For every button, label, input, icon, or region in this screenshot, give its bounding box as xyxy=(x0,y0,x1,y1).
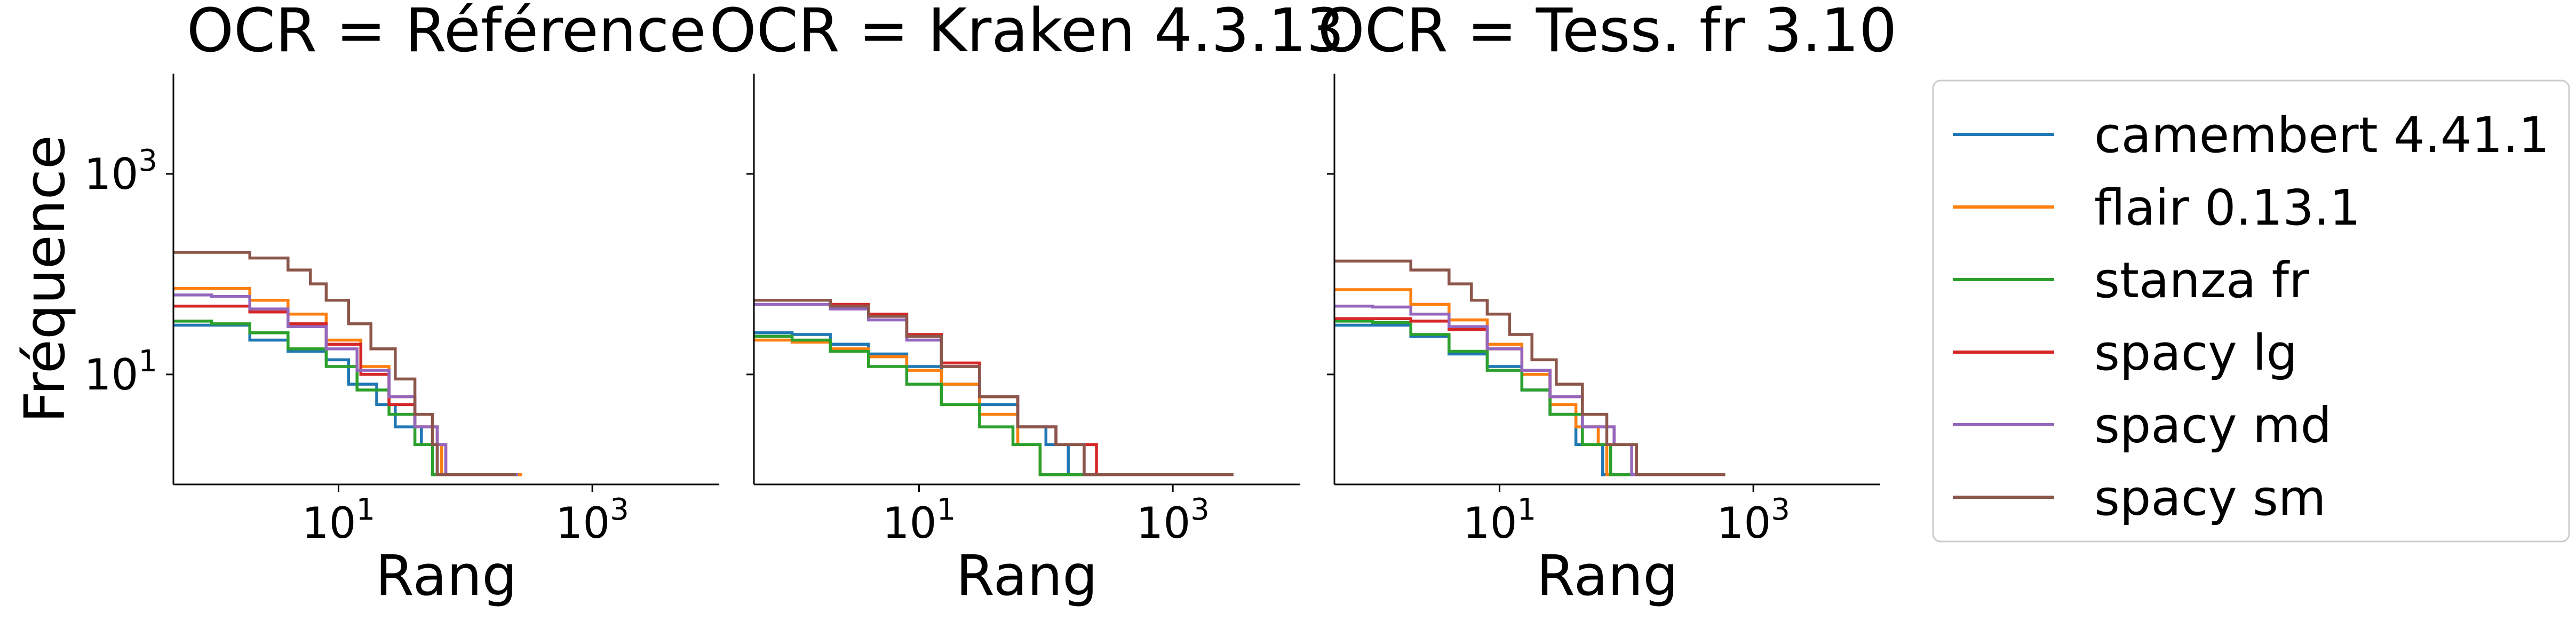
x-tick-base: 10 xyxy=(882,498,937,548)
legend-label: camembert 4.41.1 xyxy=(2094,107,2550,164)
legend-entry: flair 0.13.1 xyxy=(1953,179,2361,236)
series-line-stanza-fr xyxy=(173,320,516,476)
x-axis-label: Rang xyxy=(376,543,518,608)
x-tick-base: 10 xyxy=(555,498,610,548)
x-tick-exponent: 1 xyxy=(1517,492,1537,527)
legend-frame xyxy=(1932,79,2570,543)
x-tick-label: 101 xyxy=(882,492,956,548)
x-tick-base: 10 xyxy=(1463,498,1517,548)
legend-label: flair 0.13.1 xyxy=(2094,179,2361,236)
x-tick-label: 101 xyxy=(302,492,375,548)
panel-3-title: OCR = Tess. fr 3.10 xyxy=(1318,0,1897,66)
legend-label: stanza fr xyxy=(2094,252,2309,309)
y-tick-exponent: 3 xyxy=(138,144,157,178)
legend-entry: spacy md xyxy=(1953,397,2332,454)
x-tick-exponent: 1 xyxy=(356,492,376,527)
panel-2-title: OCR = Kraken 4.3.13 xyxy=(710,0,1345,66)
legend-entry: spacy lg xyxy=(1953,324,2297,381)
y-axis-label: Fréquence xyxy=(12,135,77,423)
legend: camembert 4.41.1 flair 0.13.1 stanza fr spa… xyxy=(1932,79,2570,543)
panel-2-series xyxy=(754,298,1234,476)
panel-3-series xyxy=(1334,259,1726,476)
legend-label: spacy lg xyxy=(2094,324,2297,381)
x-tick-label: 103 xyxy=(555,492,629,548)
legend-entry: spacy sm xyxy=(1953,469,2326,527)
x-axis-label: Rang xyxy=(956,543,1098,608)
x-tick-label: 101 xyxy=(1463,492,1536,548)
series-line-spacy-sm xyxy=(754,298,1234,476)
x-tick-base: 10 xyxy=(302,498,356,548)
legend-entry: stanza fr xyxy=(1953,252,2309,309)
panel-1-title: OCR = Référence xyxy=(187,0,706,66)
x-axis-label: Rang xyxy=(1537,543,1679,608)
x-tick-label: 103 xyxy=(1136,492,1209,548)
y-tick-label: 103 xyxy=(84,144,157,199)
series-line-spacy-md xyxy=(173,293,518,476)
x-tick-exponent: 1 xyxy=(937,492,956,527)
y-tick-base: 10 xyxy=(84,149,139,199)
x-tick-exponent: 3 xyxy=(610,492,629,527)
x-tick-base: 10 xyxy=(1136,498,1190,548)
x-tick-exponent: 3 xyxy=(1190,492,1210,527)
x-tick-exponent: 3 xyxy=(1771,492,1790,527)
legend-label: spacy md xyxy=(2094,397,2332,454)
legend-entry: camembert 4.41.1 xyxy=(1953,107,2550,164)
legend-label: spacy sm xyxy=(2094,469,2326,527)
series-line-stanza-fr xyxy=(1334,320,1726,476)
x-tick-base: 10 xyxy=(1716,498,1771,548)
y-tick-exponent: 1 xyxy=(138,344,157,379)
y-tick-base: 10 xyxy=(84,350,139,400)
series-line-stanza-fr xyxy=(754,335,1234,476)
y-tick-label: 101 xyxy=(84,344,157,400)
series-line-spacy-md xyxy=(1334,305,1726,476)
series-line-spacy-sm xyxy=(173,251,516,476)
series-line-spacy-sm xyxy=(1334,259,1726,476)
panel-1-series xyxy=(173,251,522,476)
x-tick-label: 103 xyxy=(1716,492,1790,548)
